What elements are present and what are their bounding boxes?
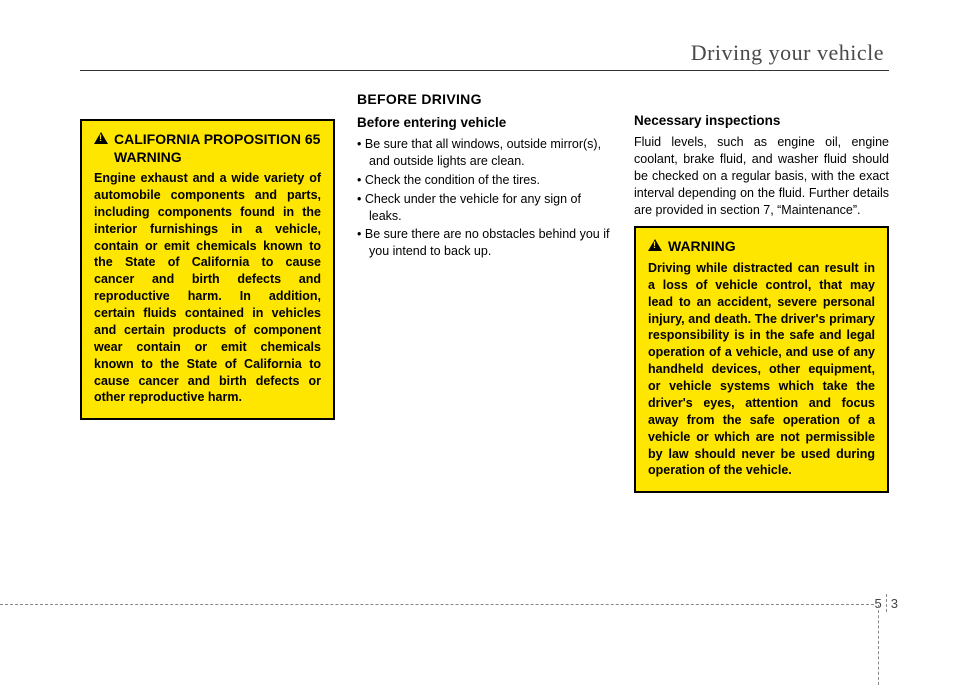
column-2: BEFORE DRIVING Before entering vehicle B… <box>357 91 612 493</box>
california-warning-heading-text: CALIFORNIA PROPOSITION 65 WARNING <box>114 131 321 166</box>
page-num-separator <box>886 594 887 612</box>
before-entering-subheading: Before entering vehicle <box>357 115 612 130</box>
inspections-body: Fluid levels, such as engine oil, engine… <box>634 134 889 218</box>
list-item: Check under the vehicle for any sign of … <box>357 191 612 225</box>
column-1: CALIFORNIA PROPOSITION 65 WARNING Engine… <box>80 91 335 493</box>
warning-triangle-icon <box>648 239 662 251</box>
distracted-warning-heading-text: WARNING <box>668 238 736 256</box>
distracted-warning-heading: WARNING <box>648 238 875 256</box>
distracted-warning-box: WARNING Driving while distracted can res… <box>634 226 889 493</box>
list-item: Check the condition of the tires. <box>357 172 612 189</box>
section-title: Driving your vehicle <box>80 40 889 66</box>
footer: 5 3 <box>0 590 954 620</box>
column-3: Necessary inspections Fluid levels, such… <box>634 91 889 493</box>
page: Driving your vehicle CALIFORNIA PROPOSIT… <box>0 0 954 685</box>
title-rule <box>80 70 889 71</box>
footer-dashed-line <box>0 604 874 605</box>
before-driving-heading: BEFORE DRIVING <box>357 91 612 107</box>
california-warning-body: Engine exhaust and a wide variety of aut… <box>94 170 321 406</box>
list-item: Be sure that all windows, outside mirror… <box>357 136 612 170</box>
warning-triangle-icon <box>94 132 108 144</box>
list-item: Be sure there are no obstacles behind yo… <box>357 226 612 260</box>
inspections-subheading: Necessary inspections <box>634 113 889 128</box>
before-entering-list: Be sure that all windows, outside mirror… <box>357 136 612 260</box>
distracted-warning-body: Driving while distracted can result in a… <box>648 260 875 479</box>
california-warning-heading: CALIFORNIA PROPOSITION 65 WARNING <box>94 131 321 166</box>
content-columns: CALIFORNIA PROPOSITION 65 WARNING Engine… <box>80 91 889 493</box>
vertical-dashed-line <box>878 605 879 685</box>
california-warning-box: CALIFORNIA PROPOSITION 65 WARNING Engine… <box>80 119 335 420</box>
page-number-value: 3 <box>891 596 898 611</box>
